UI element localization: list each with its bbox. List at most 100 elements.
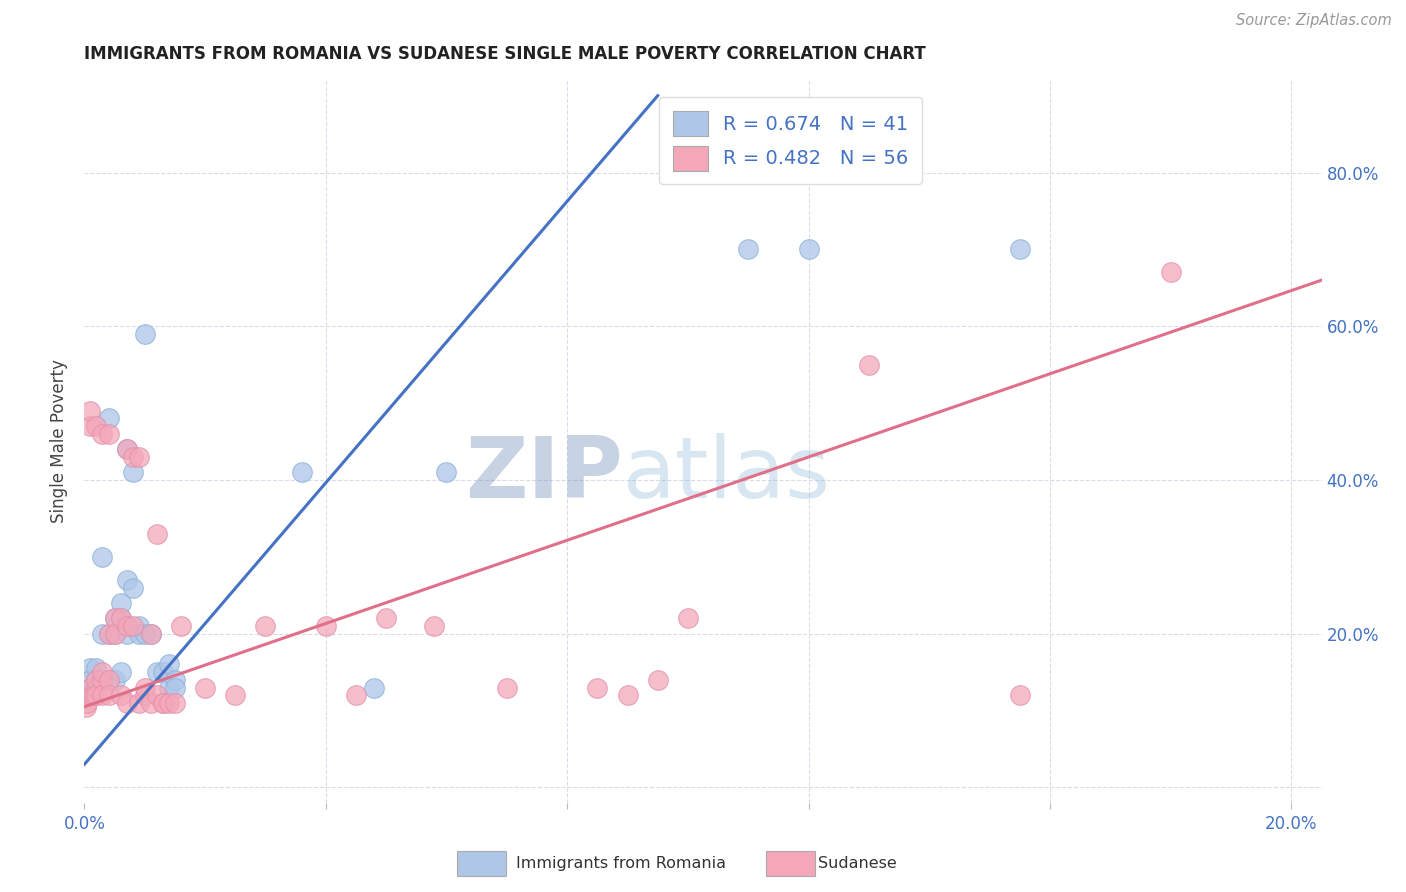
- Point: [110, 688, 132, 702]
- Point: [139, 626, 162, 640]
- Text: atlas: atlas: [623, 433, 831, 516]
- Point: [676, 611, 699, 625]
- Point: [157, 696, 180, 710]
- Point: [115, 619, 138, 633]
- Point: [858, 358, 880, 372]
- Point: [616, 688, 638, 702]
- Text: Immigrants from Romania: Immigrants from Romania: [516, 856, 725, 871]
- Point: [79, 419, 101, 434]
- Point: [737, 243, 759, 257]
- Point: [97, 673, 120, 687]
- Point: [110, 596, 132, 610]
- Point: [115, 442, 138, 457]
- Point: [121, 619, 143, 633]
- Point: [91, 426, 114, 441]
- Point: [103, 673, 125, 687]
- Point: [254, 619, 277, 633]
- Legend: R = 0.674   N = 41, R = 0.482   N = 56: R = 0.674 N = 41, R = 0.482 N = 56: [659, 97, 922, 184]
- Point: [291, 465, 314, 479]
- Point: [121, 581, 143, 595]
- Point: [79, 404, 101, 418]
- Point: [97, 673, 120, 687]
- Point: [86, 688, 108, 702]
- Text: Source: ZipAtlas.com: Source: ZipAtlas.com: [1236, 13, 1392, 29]
- Point: [75, 699, 97, 714]
- Point: [86, 419, 108, 434]
- Point: [1008, 688, 1031, 702]
- Point: [163, 681, 186, 695]
- Text: IMMIGRANTS FROM ROMANIA VS SUDANESE SINGLE MALE POVERTY CORRELATION CHART: IMMIGRANTS FROM ROMANIA VS SUDANESE SING…: [84, 45, 927, 63]
- Point: [91, 626, 114, 640]
- Point: [423, 619, 446, 633]
- Point: [121, 450, 143, 464]
- Point: [86, 681, 108, 695]
- Point: [128, 450, 150, 464]
- Point: [170, 619, 193, 633]
- Point: [134, 326, 156, 341]
- Point: [134, 681, 156, 695]
- Point: [103, 626, 125, 640]
- Point: [797, 243, 820, 257]
- Point: [86, 673, 108, 687]
- Point: [152, 696, 174, 710]
- Point: [91, 688, 114, 702]
- Point: [224, 688, 246, 702]
- Point: [91, 665, 114, 680]
- Point: [91, 673, 114, 687]
- Point: [110, 611, 132, 625]
- Point: [115, 696, 138, 710]
- Point: [152, 665, 174, 680]
- Point: [115, 442, 138, 457]
- Point: [146, 665, 169, 680]
- Point: [139, 696, 162, 710]
- Point: [110, 665, 132, 680]
- Point: [115, 573, 138, 587]
- Point: [97, 626, 120, 640]
- Point: [128, 626, 150, 640]
- Point: [146, 526, 169, 541]
- Point: [1160, 265, 1182, 279]
- Point: [91, 673, 114, 687]
- Point: [86, 661, 108, 675]
- Point: [194, 681, 217, 695]
- Point: [97, 688, 120, 702]
- Point: [103, 626, 125, 640]
- Point: [97, 426, 120, 441]
- Point: [163, 696, 186, 710]
- Point: [495, 681, 517, 695]
- Point: [152, 696, 174, 710]
- Point: [128, 696, 150, 710]
- Point: [436, 465, 458, 479]
- Text: Sudanese: Sudanese: [818, 856, 897, 871]
- Point: [363, 681, 385, 695]
- Point: [134, 626, 156, 640]
- Point: [86, 673, 108, 687]
- Point: [115, 626, 138, 640]
- Point: [586, 681, 609, 695]
- Point: [163, 673, 186, 687]
- Y-axis label: Single Male Poverty: Single Male Poverty: [51, 359, 69, 524]
- Point: [157, 681, 180, 695]
- Point: [146, 688, 169, 702]
- Point: [97, 626, 120, 640]
- Point: [128, 619, 150, 633]
- Point: [97, 411, 120, 425]
- Point: [315, 619, 337, 633]
- Point: [344, 688, 367, 702]
- Point: [139, 626, 162, 640]
- Text: ZIP: ZIP: [465, 433, 623, 516]
- Point: [647, 673, 669, 687]
- Point: [76, 684, 98, 698]
- Point: [79, 681, 101, 695]
- Point: [79, 673, 101, 687]
- Point: [91, 549, 114, 564]
- Point: [157, 657, 180, 672]
- Point: [79, 661, 101, 675]
- Point: [134, 688, 156, 702]
- Point: [79, 688, 101, 702]
- Point: [121, 465, 143, 479]
- Point: [76, 696, 98, 710]
- Point: [86, 681, 108, 695]
- Point: [79, 681, 101, 695]
- Point: [1008, 243, 1031, 257]
